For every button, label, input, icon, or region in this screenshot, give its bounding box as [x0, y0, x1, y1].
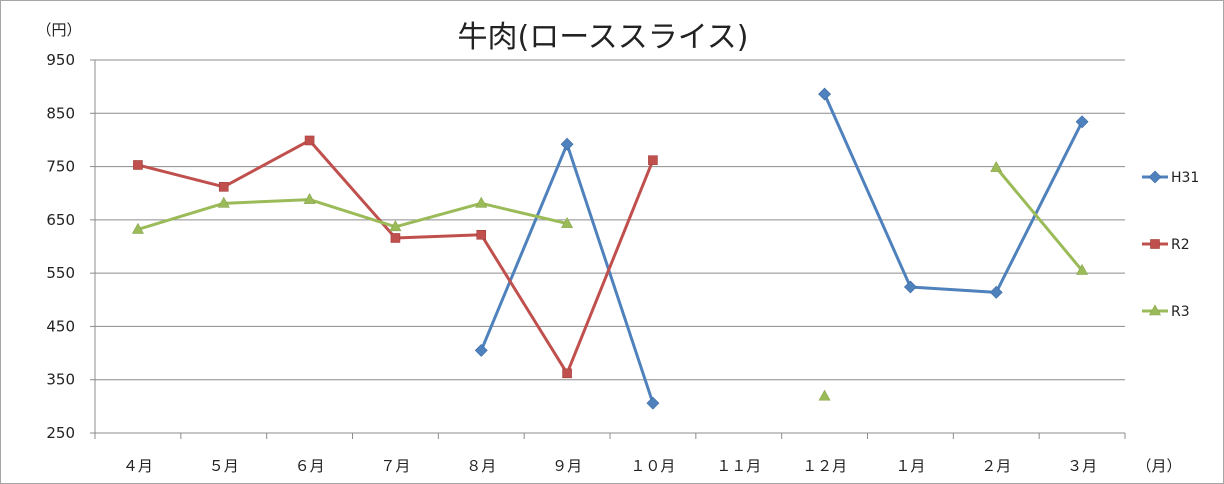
y-tick-label: 950	[46, 51, 75, 69]
data-point-r3	[303, 192, 316, 204]
series-line-r3	[994, 166, 1084, 272]
series-group	[131, 87, 1089, 410]
y-axis-unit-label: （円）	[36, 21, 81, 39]
x-tick-label: １２月	[802, 457, 847, 475]
data-point-r3	[990, 161, 1003, 172]
data-point-r3	[1076, 263, 1089, 275]
data-point-r2	[562, 368, 572, 379]
data-point-r3	[389, 220, 402, 232]
series-line-h31	[823, 92, 1084, 294]
chart-title: 牛肉(ローススライス)	[457, 20, 748, 55]
x-tick-label: ９月	[552, 457, 582, 475]
gridlines	[95, 59, 1125, 381]
x-tick-label: １０月	[630, 457, 675, 475]
data-point-r3	[131, 222, 144, 234]
legend-marker	[1150, 239, 1160, 249]
data-point-r3	[217, 196, 230, 208]
x-tick-label: ４月	[123, 457, 153, 475]
data-point-r2	[390, 233, 401, 243]
x-tick-label: ５月	[209, 457, 239, 475]
y-tick-label: 750	[46, 158, 75, 176]
data-point-r3	[818, 389, 831, 401]
data-point-r2	[133, 160, 143, 170]
y-tick-label: 450	[46, 317, 75, 335]
data-point-r2	[648, 155, 658, 165]
y-tick-label: 550	[46, 264, 75, 282]
data-point-h31	[818, 87, 832, 101]
legend-marker	[1148, 170, 1162, 184]
data-point-r2	[304, 135, 315, 146]
data-point-r3	[475, 196, 488, 208]
axes	[90, 59, 1126, 439]
y-tick-label: 250	[46, 424, 75, 442]
data-point-h31	[989, 285, 1003, 299]
series-r3	[131, 161, 1089, 401]
y-tick-label: 650	[46, 211, 75, 229]
series-r2	[133, 135, 658, 379]
x-tick-label: ２月	[981, 457, 1011, 475]
legend-item-r2: R2	[1142, 237, 1190, 253]
y-tick-label: 850	[46, 104, 75, 122]
y-tick-label: 350	[46, 371, 75, 389]
x-axis-unit-label: （月）	[1136, 457, 1181, 475]
y-tick-labels: 250 350 450 550 650 750 850 950	[46, 51, 75, 442]
data-point-r2	[218, 182, 229, 192]
legend: H31 R2 R3	[1142, 170, 1199, 320]
series-line-r3	[136, 198, 569, 231]
x-tick-label: １１月	[716, 457, 761, 475]
legend-label: R2	[1171, 237, 1190, 253]
x-tick-label: ３月	[1067, 457, 1097, 475]
x-tick-label: ８月	[466, 457, 496, 475]
x-tick-label: １月	[895, 457, 925, 475]
legend-marker	[1148, 304, 1162, 316]
series-line-r2	[136, 138, 655, 375]
data-point-h31	[646, 396, 660, 410]
legend-item-h31: H31	[1142, 170, 1199, 186]
data-point-h31	[560, 137, 574, 151]
data-point-h31	[1075, 115, 1089, 129]
x-tick-label: ６月	[295, 457, 325, 475]
series-h31	[474, 87, 1089, 410]
x-tick-label: ７月	[380, 457, 410, 475]
data-point-r3	[561, 216, 574, 228]
data-point-h31	[903, 280, 917, 294]
data-point-h31	[474, 343, 488, 357]
data-point-r2	[476, 229, 487, 240]
legend-label: H31	[1171, 170, 1199, 186]
x-tick-labels: ４月 ５月 ６月 ７月 ８月 ９月 １０月 １１月 １２月 １月 ２月 ３月	[123, 457, 1097, 475]
legend-item-r3: R3	[1142, 304, 1190, 320]
legend-label: R3	[1171, 304, 1190, 320]
